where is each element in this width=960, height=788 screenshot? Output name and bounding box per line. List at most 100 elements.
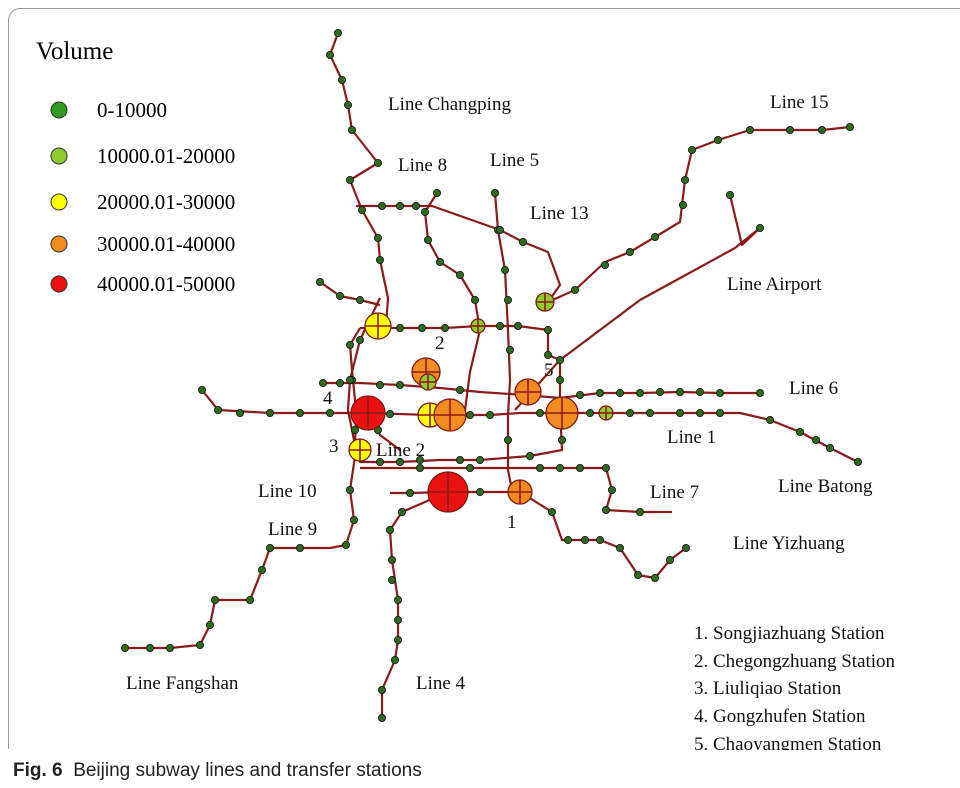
station-124	[195, 641, 204, 650]
label-line-4: Line 4	[416, 673, 466, 694]
label-line-airport: Line Airport	[727, 274, 822, 295]
legend-swatch-3	[50, 235, 68, 253]
station-82	[544, 350, 553, 359]
line-labels: Line Changping Line 15 Line 8 Line 5 Lin…	[126, 92, 873, 694]
station-1	[325, 51, 334, 60]
legend-swatch-4	[50, 275, 68, 293]
legend-title: Volume	[36, 38, 113, 65]
legend-swatch-2	[50, 193, 68, 211]
station-3	[343, 101, 352, 110]
station-7	[357, 205, 366, 214]
station-137	[377, 714, 386, 723]
route-changping	[328, 32, 390, 327]
station-55	[197, 385, 206, 394]
station-27	[470, 295, 479, 304]
station-51	[676, 387, 685, 396]
marker-2: 2	[435, 333, 445, 354]
marker-5: 5	[544, 360, 554, 381]
station-120	[682, 544, 691, 553]
station-130	[387, 556, 396, 565]
station-35	[395, 201, 404, 210]
station-49	[636, 388, 645, 397]
station-21	[846, 123, 855, 132]
transfer-gongzhufen	[350, 395, 386, 431]
route-lines	[125, 32, 859, 718]
station-45	[455, 385, 464, 394]
station-58	[265, 408, 274, 417]
label-line-batong: Line Batong	[778, 476, 873, 497]
label-line-changping: Line Changping	[388, 94, 511, 115]
station-105	[536, 463, 545, 472]
station-2	[337, 76, 346, 85]
transfer-small-green	[419, 373, 437, 391]
station-133	[393, 616, 402, 625]
transfer-chaoyangmen	[514, 378, 542, 406]
station-8	[373, 233, 382, 242]
station-28	[490, 188, 499, 197]
station-52	[696, 387, 705, 396]
station-96	[345, 375, 354, 384]
transfer-liuliqiao	[348, 438, 372, 462]
station-42	[335, 378, 344, 387]
station-31	[503, 295, 512, 304]
station-102	[257, 566, 266, 575]
station-26	[455, 270, 464, 279]
station-117	[634, 571, 643, 580]
figure-caption: Fig. 6 Beijing subway lines and transfer…	[13, 760, 422, 782]
station-12	[626, 247, 635, 256]
route-line6	[323, 381, 760, 400]
station-number-markers: 1 2 3 4 5	[323, 333, 554, 533]
station-9	[375, 255, 384, 264]
station-99	[341, 541, 350, 550]
label-line-7: Line 7	[650, 482, 699, 503]
station-77	[417, 323, 426, 332]
route-line5	[493, 192, 514, 491]
station-64	[536, 408, 545, 417]
station-84	[556, 375, 565, 384]
station-126	[145, 644, 154, 653]
caption-label: Fig. 6	[13, 760, 63, 781]
station-38	[519, 237, 528, 246]
label-line-2: Line 2	[376, 440, 425, 461]
transfer-songjiazhuang	[507, 479, 533, 505]
station-104	[465, 463, 474, 472]
station-65	[586, 408, 595, 417]
station-47	[596, 388, 605, 397]
station-132	[393, 596, 402, 605]
station-111	[636, 507, 645, 516]
station-48	[616, 388, 625, 397]
station-66	[626, 408, 635, 417]
station-139	[475, 487, 484, 496]
station-22	[432, 188, 441, 197]
station-list-item-5: 5. Chaoyangmen Station	[694, 734, 882, 750]
label-line-1: Line 1	[667, 427, 716, 448]
station-53	[716, 388, 725, 397]
station-74	[826, 443, 835, 452]
station-56	[213, 405, 222, 414]
station-140	[315, 277, 324, 286]
label-line-13: Line 13	[530, 203, 589, 224]
station-59	[295, 408, 304, 417]
station-39	[756, 223, 765, 232]
station-92	[350, 425, 359, 434]
station-list: 1. Songjiazhuang Station 2. Chegongzhuan…	[694, 623, 896, 750]
station-25	[435, 257, 444, 266]
station-list-item-4: 4. Gongzhufen Station	[694, 706, 866, 727]
station-112	[548, 507, 557, 516]
station-136	[377, 686, 386, 695]
station-70	[716, 408, 725, 417]
station-115	[596, 536, 605, 545]
station-110	[602, 505, 611, 514]
station-68	[676, 408, 685, 417]
station-101	[265, 544, 274, 553]
station-91	[375, 457, 384, 466]
station-127	[121, 644, 130, 653]
route-line10	[260, 297, 381, 571]
label-line-10: Line 10	[258, 481, 317, 502]
station-83	[556, 355, 565, 364]
station-37	[495, 225, 504, 234]
station-24	[423, 235, 432, 244]
station-32	[505, 345, 514, 354]
station-46	[576, 390, 585, 399]
